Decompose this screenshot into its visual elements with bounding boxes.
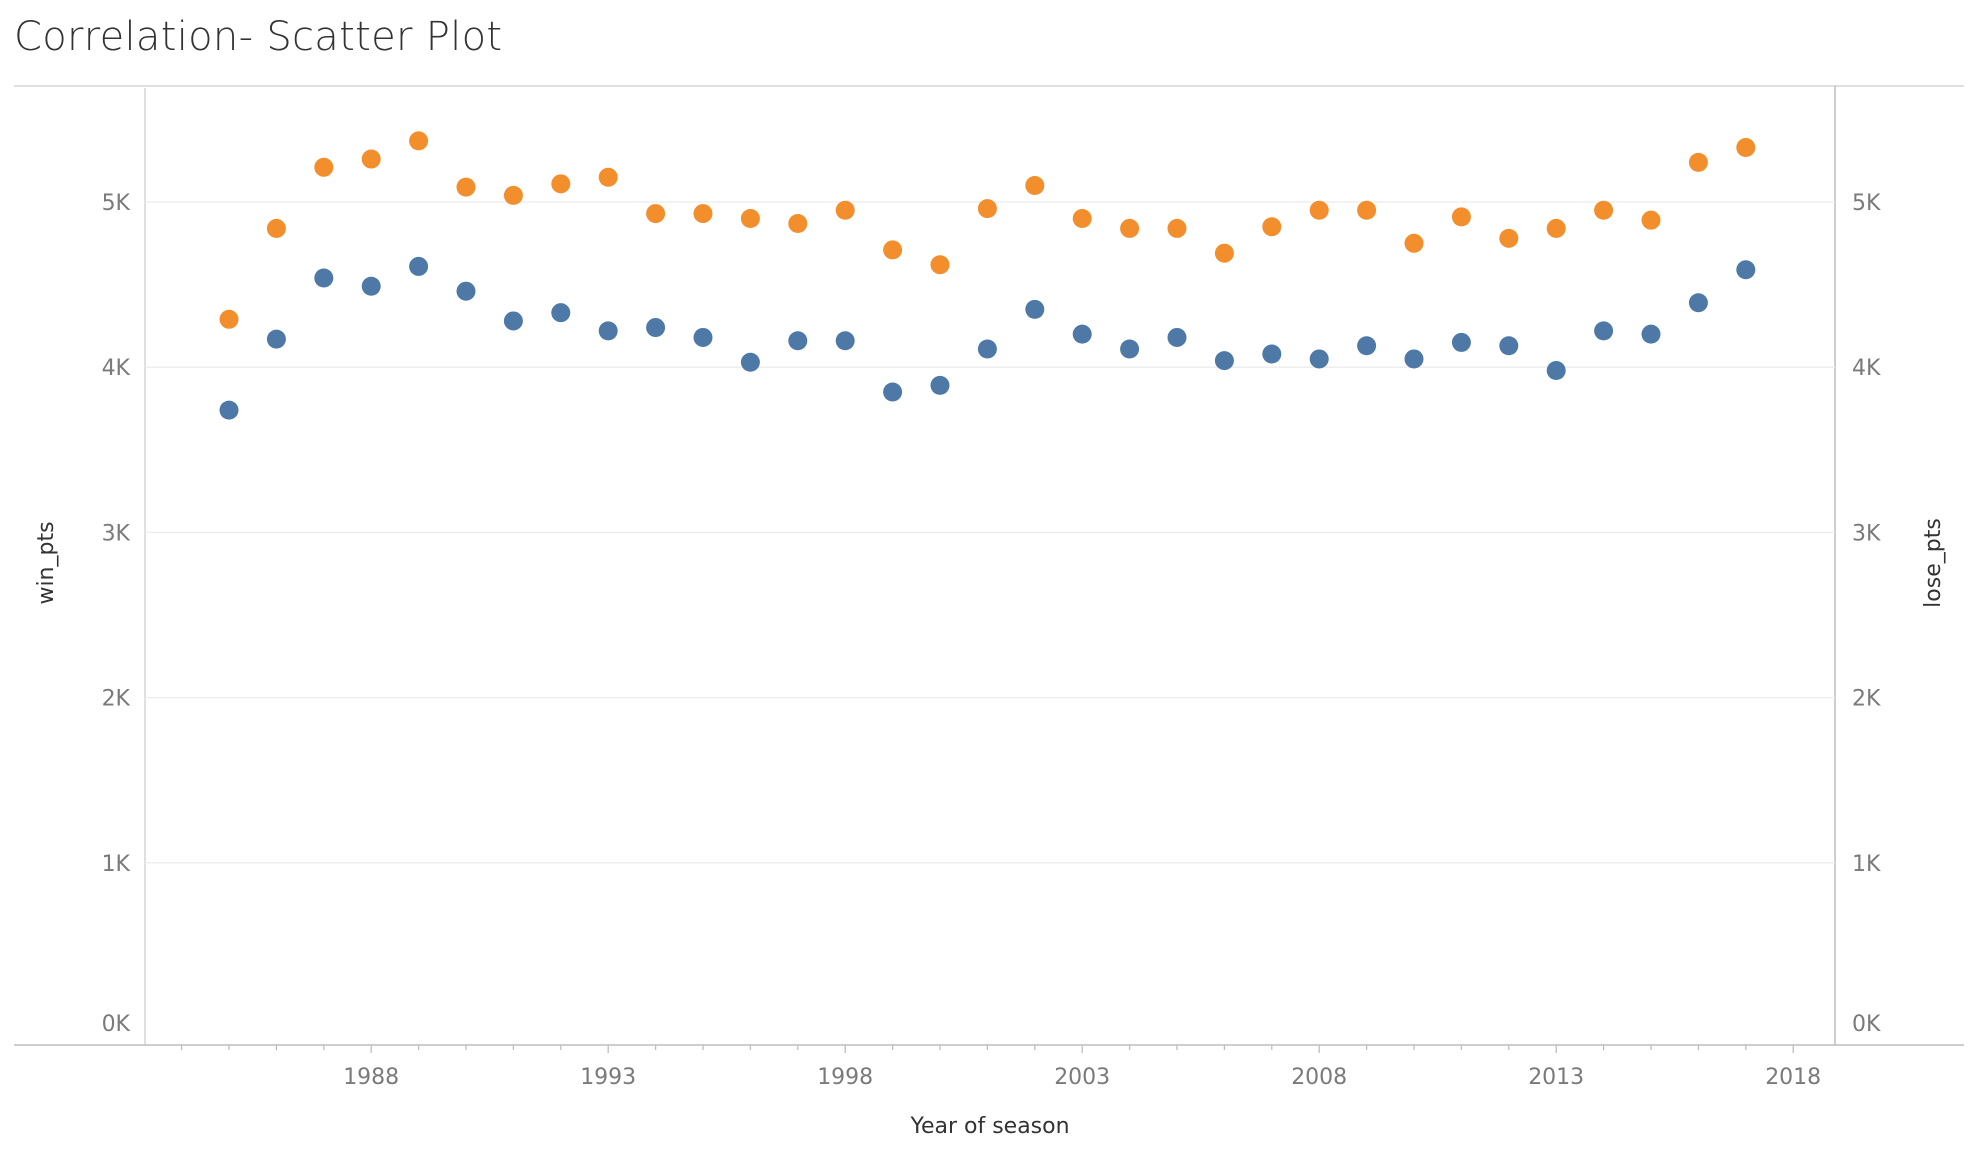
win_pts-point bbox=[1214, 351, 1234, 371]
win_pts-point bbox=[1546, 361, 1566, 381]
lose_pts-point bbox=[835, 200, 855, 220]
win_pts-point bbox=[1120, 339, 1140, 359]
win_pts-point bbox=[693, 327, 713, 347]
win_pts-point bbox=[883, 382, 903, 402]
lose_pts-point bbox=[1262, 217, 1282, 237]
lose_pts-point bbox=[646, 204, 666, 224]
left-y-tick-label: 4K bbox=[102, 356, 131, 381]
gridlines bbox=[145, 201, 1835, 864]
lose_pts-point bbox=[598, 167, 618, 187]
win_pts-point bbox=[1404, 349, 1424, 369]
x-tick-label: 1998 bbox=[817, 1065, 873, 1090]
lose_pts-point bbox=[1214, 243, 1234, 263]
win_pts-point bbox=[1357, 336, 1377, 356]
lose_pts-point bbox=[788, 213, 808, 233]
win_pts-point bbox=[788, 331, 808, 351]
x-axis-title: Year of season bbox=[909, 1114, 1069, 1139]
lose_pts-point bbox=[1499, 228, 1519, 248]
win_pts-point bbox=[835, 331, 855, 351]
data-points bbox=[219, 131, 1756, 420]
lose_pts-point bbox=[551, 174, 571, 194]
left-y-axis: 0K 1K 2K 3K 4K 5K bbox=[102, 191, 131, 1037]
lose_pts-point bbox=[409, 131, 429, 151]
right-y-axis-title: lose_pts bbox=[1921, 518, 1946, 608]
lose_pts-point bbox=[361, 149, 381, 169]
right-y-tick-label: 4K bbox=[1852, 356, 1881, 381]
left-y-tick-label: 5K bbox=[102, 191, 131, 216]
lose_pts-point bbox=[693, 204, 713, 224]
lose_pts-point bbox=[1641, 210, 1661, 230]
win_pts-point bbox=[1025, 299, 1045, 319]
win_pts-point bbox=[646, 318, 666, 338]
win_pts-point bbox=[361, 276, 381, 296]
win_pts-point bbox=[977, 339, 997, 359]
win_pts-point bbox=[266, 329, 286, 349]
win_pts-point bbox=[314, 268, 334, 288]
left-y-tick-label: 2K bbox=[102, 687, 131, 712]
win_pts-point bbox=[740, 352, 760, 372]
win_pts-point bbox=[1072, 324, 1092, 344]
win_pts-point bbox=[1736, 260, 1756, 280]
x-tick-label: 1988 bbox=[343, 1065, 399, 1090]
right-y-tick-label: 1K bbox=[1852, 852, 1881, 877]
x-tick-label: 2003 bbox=[1054, 1065, 1110, 1090]
lose_pts-point bbox=[1309, 200, 1329, 220]
win_pts-point bbox=[930, 375, 950, 395]
win_pts-point bbox=[1262, 344, 1282, 364]
lose_pts-point bbox=[456, 177, 476, 197]
x-tick-label: 1993 bbox=[580, 1065, 636, 1090]
win_pts-point bbox=[1167, 327, 1187, 347]
left-y-tick-label: 1K bbox=[102, 852, 131, 877]
lose_pts-point bbox=[1736, 137, 1756, 157]
right-y-tick-label: 5K bbox=[1852, 191, 1881, 216]
lose_pts-point bbox=[977, 199, 997, 219]
lose_pts-point bbox=[1357, 200, 1377, 220]
win_pts-point bbox=[409, 256, 429, 276]
win_pts-point bbox=[456, 281, 476, 301]
win_pts-point bbox=[598, 321, 618, 341]
win_pts-point bbox=[219, 400, 239, 420]
lose_pts-point bbox=[1688, 152, 1708, 172]
win_pts-point bbox=[1499, 336, 1519, 356]
win_pts-point bbox=[1641, 324, 1661, 344]
right-y-tick-label: 2K bbox=[1852, 687, 1881, 712]
win_pts-point bbox=[1451, 332, 1471, 352]
win_pts-point bbox=[1688, 293, 1708, 313]
lose_pts-point bbox=[1404, 233, 1424, 253]
left-y-tick-label: 0K bbox=[102, 1012, 131, 1037]
lose_pts-point bbox=[219, 309, 239, 329]
lose_pts-point bbox=[1072, 209, 1092, 229]
right-y-axis: 0K 1K 2K 3K 4K 5K bbox=[1852, 191, 1881, 1037]
left-y-axis-title: win_pts bbox=[34, 521, 59, 604]
win_pts-point bbox=[1594, 321, 1614, 341]
x-tick-label: 2018 bbox=[1765, 1065, 1821, 1090]
lose_pts-point bbox=[1120, 218, 1140, 238]
right-y-tick-label: 3K bbox=[1852, 521, 1881, 546]
left-y-tick-label: 3K bbox=[102, 521, 131, 546]
win_pts-point bbox=[551, 303, 571, 323]
win_pts-point bbox=[503, 311, 523, 331]
lose_pts-point bbox=[1594, 200, 1614, 220]
lose_pts-point bbox=[1025, 175, 1045, 195]
x-axis: 1988 1993 1998 2003 2008 2013 2018 bbox=[180, 1045, 1821, 1090]
lose_pts-point bbox=[883, 240, 903, 260]
lose_pts-point bbox=[503, 185, 523, 205]
lose_pts-point bbox=[314, 157, 334, 177]
lose_pts-point bbox=[266, 218, 286, 238]
lose_pts-point bbox=[740, 209, 760, 229]
lose_pts-point bbox=[930, 255, 950, 275]
lose_pts-point bbox=[1167, 218, 1187, 238]
x-tick-label: 2008 bbox=[1291, 1065, 1347, 1090]
chart-title: Correlation- Scatter Plot bbox=[14, 14, 503, 60]
win_pts-point bbox=[1309, 349, 1329, 369]
lose_pts-point bbox=[1546, 218, 1566, 238]
lose_pts-point bbox=[1451, 207, 1471, 227]
x-tick-label: 2013 bbox=[1528, 1065, 1584, 1090]
right-y-tick-label: 0K bbox=[1852, 1012, 1881, 1037]
